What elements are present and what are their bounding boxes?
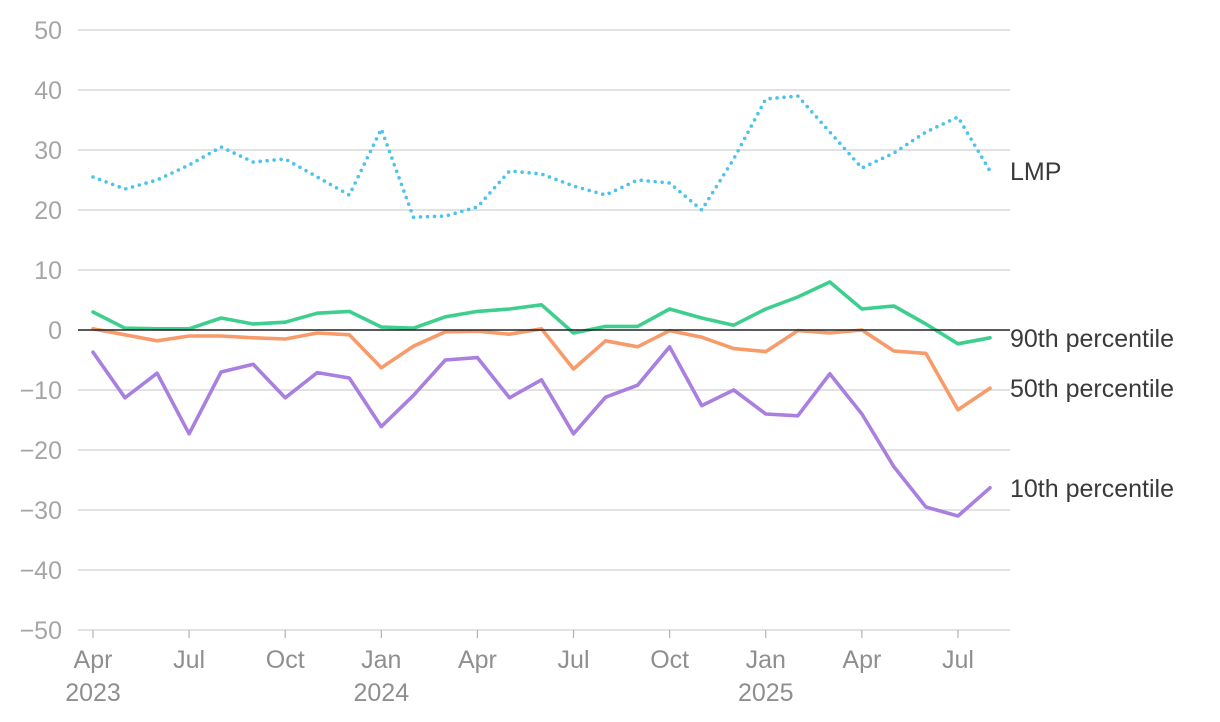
x-tick-label-year: 2024 — [354, 679, 410, 707]
series-line-10th-percentile — [91, 344, 992, 518]
series-label-50th-percentile: 50th percentile — [1010, 375, 1174, 403]
series-label-90th-percentile: 90th percentile — [1010, 325, 1174, 353]
series-labels: LMP 90th percentile 50th percentile 10th pe… — [1010, 158, 1174, 503]
y-axis-tick-labels: 50 40 30 20 10 0 −10 −20 −30 −40 −50 — [20, 17, 62, 645]
series-line-90th-percentile — [91, 280, 992, 346]
x-tick-label-month: Jul — [942, 646, 974, 674]
series-line-lmp — [91, 94, 992, 219]
x-tick-label-month: Oct — [266, 646, 305, 674]
y-tick-label: −50 — [20, 617, 62, 645]
y-tick-label: −20 — [20, 437, 62, 465]
x-tick-label-month: Jan — [361, 646, 401, 674]
series-line-50th-percentile — [91, 326, 992, 412]
y-tick-label: −40 — [20, 557, 62, 585]
y-tick-label: 20 — [34, 197, 62, 225]
y-tick-label: 40 — [34, 77, 62, 105]
x-tick-label-year: 2023 — [65, 679, 121, 707]
gridlines — [78, 29, 1010, 631]
x-tick-label-year: 2025 — [738, 679, 794, 707]
x-tick-label-month: Apr — [74, 646, 113, 674]
x-tick-label-month: Apr — [458, 646, 497, 674]
series-label-10th-percentile: 10th percentile — [1010, 475, 1174, 503]
y-tick-label: 50 — [34, 17, 62, 45]
y-tick-label: 30 — [34, 137, 62, 165]
y-tick-label: 0 — [48, 317, 62, 345]
y-tick-label: −10 — [20, 377, 62, 405]
y-tick-label: −30 — [20, 497, 62, 525]
x-tick-label-month: Apr — [842, 646, 881, 674]
x-tick-label-month: Jul — [558, 646, 590, 674]
series-lines — [91, 94, 992, 518]
x-tick-label-month: Oct — [650, 646, 689, 674]
y-tick-label: 10 — [34, 257, 62, 285]
series-label-lmp: LMP — [1010, 158, 1061, 186]
x-tick-label-month: Jul — [173, 646, 205, 674]
x-tick-label-month: Jan — [746, 646, 786, 674]
x-axis-tick-labels: Apr 2023 Jul Oct Jan 2024 Apr Jul Oct Jan 2025 Apr J… — [65, 630, 974, 707]
